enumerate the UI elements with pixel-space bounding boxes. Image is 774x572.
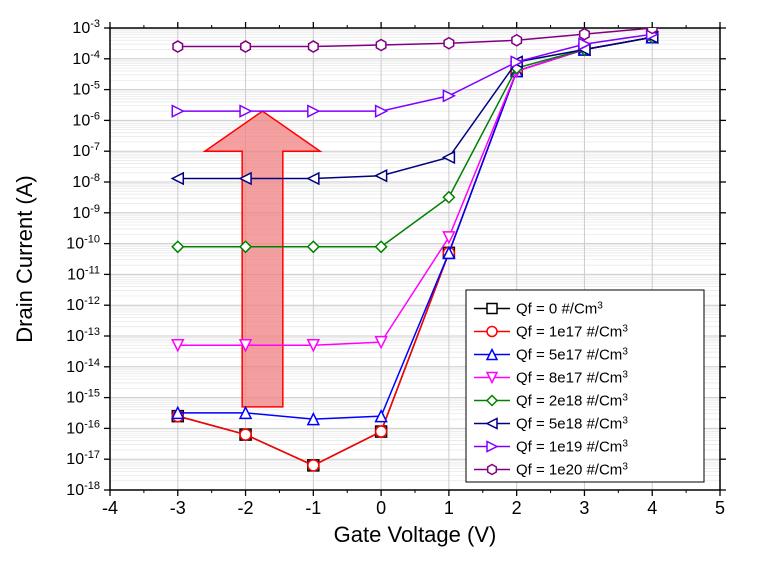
x-tick-label: -2 xyxy=(238,498,254,518)
legend-label: Qf = 5e18 #/Cm3 xyxy=(516,416,628,433)
x-tick-label: -1 xyxy=(305,498,321,518)
legend-label: Qf = 8e17 #/Cm3 xyxy=(516,370,628,387)
y-tick-label: 10-3 xyxy=(72,18,100,37)
y-tick-label: 10-9 xyxy=(72,203,100,222)
y-tick-label: 10-16 xyxy=(66,418,100,437)
y-tick-label: 10-4 xyxy=(72,49,100,68)
x-tick-label: 5 xyxy=(715,498,725,518)
y-tick-label: 10-12 xyxy=(66,295,100,314)
y-tick-label: 10-15 xyxy=(66,388,100,407)
y-tick-label: 10-18 xyxy=(66,480,100,499)
x-axis-label: Gate Voltage (V) xyxy=(334,522,497,547)
legend-label: Qf = 5e17 #/Cm3 xyxy=(516,347,628,364)
legend-label: Qf = 1e17 #/Cm3 xyxy=(516,324,628,341)
x-tick-label: 4 xyxy=(647,498,657,518)
y-tick-label: 10-5 xyxy=(72,80,100,99)
x-tick-label: 2 xyxy=(512,498,522,518)
y-tick-label: 10-11 xyxy=(67,264,100,283)
chart-container: 10-1810-1710-1610-1510-1410-1310-1210-11… xyxy=(0,0,774,572)
legend-label: Qf = 1e20 #/Cm3 xyxy=(516,462,628,479)
y-tick-label: 10-13 xyxy=(66,326,100,345)
chart-svg: 10-1810-1710-1610-1510-1410-1310-1210-11… xyxy=(0,0,774,572)
y-axis-label: Drain Current (A) xyxy=(12,175,37,342)
y-tick-label: 10-10 xyxy=(66,234,100,253)
x-tick-label: 1 xyxy=(444,498,454,518)
y-tick-label: 10-8 xyxy=(72,172,100,191)
x-tick-label: -3 xyxy=(170,498,186,518)
x-tick-label: -4 xyxy=(102,498,118,518)
y-tick-label: 10-6 xyxy=(72,110,100,129)
x-tick-label: 0 xyxy=(376,498,386,518)
y-tick-label: 10-17 xyxy=(66,449,100,468)
y-tick-label: 10-7 xyxy=(72,141,100,160)
legend-label: Qf = 2e18 #/Cm3 xyxy=(516,393,628,410)
legend-label: Qf = 0 #/Cm3 xyxy=(516,301,603,318)
legend-label: Qf = 1e19 #/Cm3 xyxy=(516,439,628,456)
x-tick-label: 3 xyxy=(579,498,589,518)
y-tick-label: 10-14 xyxy=(66,357,100,376)
